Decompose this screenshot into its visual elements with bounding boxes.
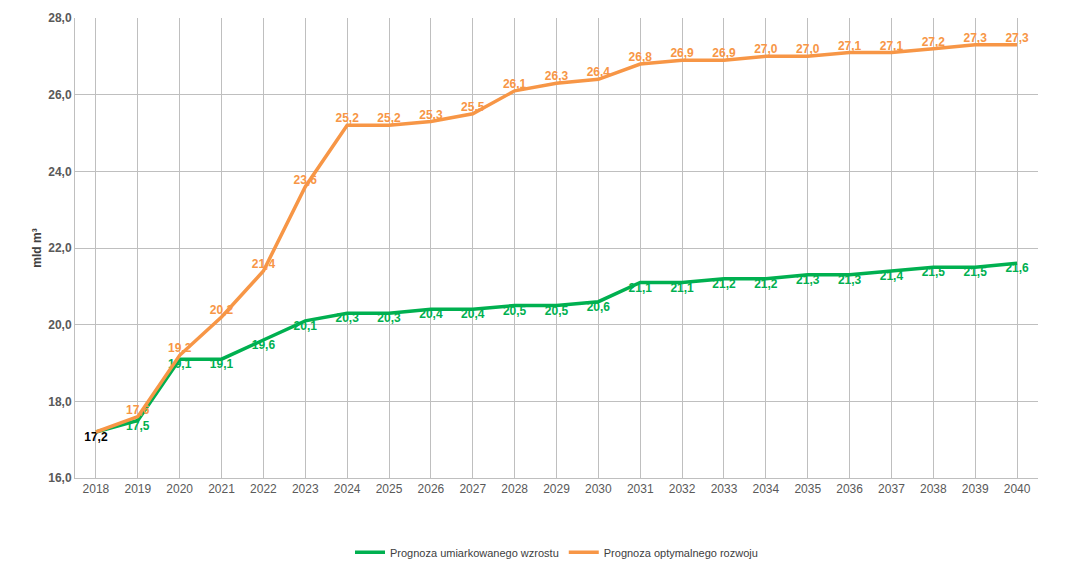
svg-text:27,1: 27,1	[880, 39, 904, 53]
svg-text:25,2: 25,2	[377, 111, 401, 125]
svg-text:26,1: 26,1	[503, 77, 527, 91]
svg-text:21,3: 21,3	[796, 273, 820, 287]
svg-text:28,0: 28,0	[48, 11, 72, 25]
svg-text:2025: 2025	[376, 482, 403, 496]
svg-text:21,1: 21,1	[629, 281, 653, 295]
svg-text:18,0: 18,0	[48, 395, 72, 409]
svg-text:26,4: 26,4	[587, 65, 611, 79]
svg-text:2019: 2019	[124, 482, 151, 496]
svg-text:25,3: 25,3	[419, 108, 443, 122]
svg-text:Prognoza optymalnego rozwoju: Prognoza optymalnego rozwoju	[604, 547, 758, 559]
svg-text:22,0: 22,0	[48, 241, 72, 255]
svg-text:2024: 2024	[334, 482, 361, 496]
svg-text:mld m³: mld m³	[30, 228, 44, 267]
svg-text:20,3: 20,3	[377, 311, 401, 325]
svg-text:21,5: 21,5	[964, 265, 988, 279]
svg-text:20,2: 20,2	[210, 303, 234, 317]
svg-text:26,9: 26,9	[670, 46, 694, 60]
svg-text:26,8: 26,8	[629, 50, 653, 64]
svg-text:27,3: 27,3	[964, 31, 988, 45]
svg-text:2035: 2035	[794, 482, 821, 496]
svg-text:20,1: 20,1	[294, 319, 318, 333]
svg-text:2028: 2028	[501, 482, 528, 496]
svg-text:20,5: 20,5	[545, 304, 569, 318]
svg-text:26,0: 26,0	[48, 88, 72, 102]
svg-text:27,3: 27,3	[1005, 31, 1029, 45]
svg-text:2033: 2033	[711, 482, 738, 496]
svg-text:21,6: 21,6	[1005, 261, 1029, 275]
svg-text:2026: 2026	[418, 482, 445, 496]
svg-text:2018: 2018	[83, 482, 110, 496]
svg-text:21,4: 21,4	[252, 257, 276, 271]
svg-text:27,2: 27,2	[922, 35, 946, 49]
svg-text:2027: 2027	[459, 482, 486, 496]
svg-text:2022: 2022	[250, 482, 277, 496]
svg-text:2031: 2031	[627, 482, 654, 496]
svg-text:2030: 2030	[585, 482, 612, 496]
svg-text:Prognoza umiarkowanego wzrostu: Prognoza umiarkowanego wzrostu	[390, 547, 559, 559]
svg-text:25,2: 25,2	[335, 111, 359, 125]
svg-text:24,0: 24,0	[48, 165, 72, 179]
svg-text:17,2: 17,2	[84, 430, 108, 444]
svg-text:17,6: 17,6	[126, 403, 150, 417]
svg-text:2029: 2029	[543, 482, 570, 496]
svg-text:21,3: 21,3	[838, 273, 862, 287]
svg-text:21,2: 21,2	[712, 277, 736, 291]
svg-text:21,1: 21,1	[670, 281, 694, 295]
svg-text:21,5: 21,5	[922, 265, 946, 279]
svg-text:2034: 2034	[752, 482, 779, 496]
svg-text:27,1: 27,1	[838, 39, 862, 53]
svg-text:27,0: 27,0	[754, 42, 778, 56]
svg-text:19,6: 19,6	[252, 338, 276, 352]
svg-text:19,1: 19,1	[168, 357, 192, 371]
svg-text:17,5: 17,5	[126, 419, 150, 433]
svg-text:2037: 2037	[878, 482, 905, 496]
svg-text:27,0: 27,0	[796, 42, 820, 56]
svg-text:23,6: 23,6	[294, 173, 318, 187]
svg-text:20,4: 20,4	[419, 307, 443, 321]
svg-text:21,2: 21,2	[754, 277, 778, 291]
svg-text:2040: 2040	[1004, 482, 1031, 496]
svg-text:2021: 2021	[208, 482, 235, 496]
svg-text:20,6: 20,6	[587, 300, 611, 314]
svg-text:20,0: 20,0	[48, 318, 72, 332]
svg-text:26,9: 26,9	[712, 46, 736, 60]
svg-text:19,2: 19,2	[168, 341, 192, 355]
svg-text:26,3: 26,3	[545, 69, 569, 83]
svg-text:2032: 2032	[669, 482, 696, 496]
svg-text:16,0: 16,0	[48, 471, 72, 485]
svg-text:2023: 2023	[292, 482, 319, 496]
svg-text:20,3: 20,3	[335, 311, 359, 325]
svg-text:20,4: 20,4	[461, 307, 485, 321]
svg-text:19,1: 19,1	[210, 357, 234, 371]
svg-text:2020: 2020	[166, 482, 193, 496]
svg-text:25,5: 25,5	[461, 100, 485, 114]
svg-text:21,4: 21,4	[880, 269, 904, 283]
svg-text:2036: 2036	[836, 482, 863, 496]
svg-text:2038: 2038	[920, 482, 947, 496]
svg-text:2039: 2039	[962, 482, 989, 496]
svg-text:20,5: 20,5	[503, 304, 527, 318]
